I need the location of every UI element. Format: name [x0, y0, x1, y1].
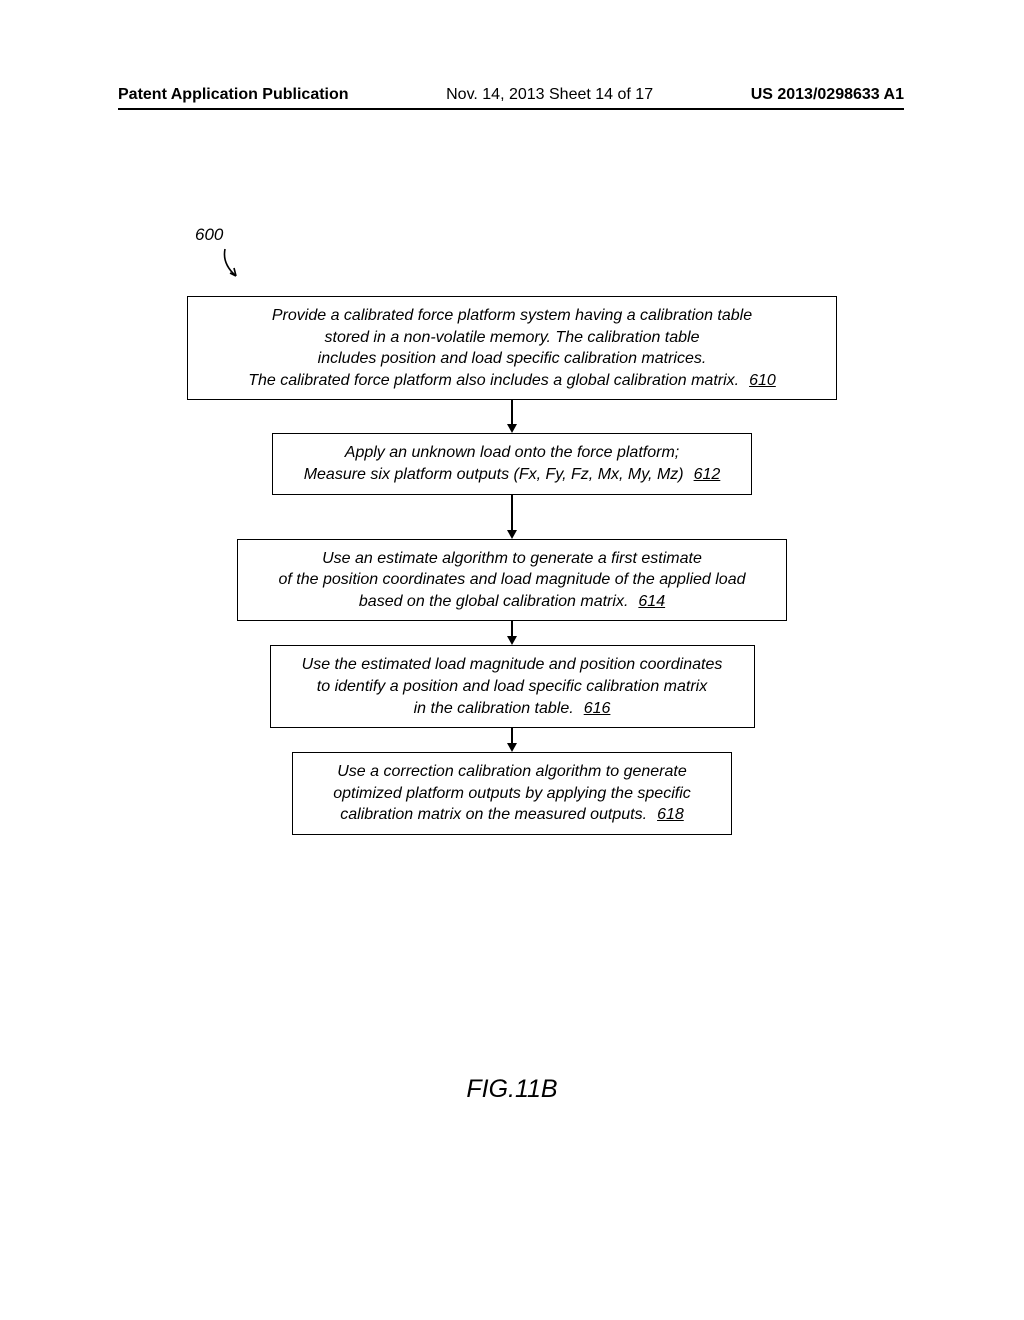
arrow-head: [507, 530, 517, 539]
box-text: Measure six platform outputs (Fx, Fy, Fz…: [304, 466, 684, 483]
box-line: Measure six platform outputs (Fx, Fy, Fz…: [287, 464, 737, 486]
box-line: optimized platform outputs by applying t…: [307, 783, 717, 805]
figure-ref-label: 600: [195, 225, 223, 245]
arrow-head: [507, 636, 517, 645]
flowchart-box: Apply an unknown load onto the force pla…: [272, 433, 752, 494]
flowchart-box: Use a correction calibration algorithm t…: [292, 752, 732, 835]
box-line: based on the global calibration matrix. 6…: [252, 591, 772, 613]
box-line: The calibrated force platform also inclu…: [202, 370, 822, 392]
header-pubnum: US 2013/0298633 A1: [751, 86, 904, 104]
figure-caption: FIG.11B: [0, 1075, 1024, 1104]
box-line: in the calibration table. 616: [285, 698, 740, 720]
arrow-down-icon: [507, 621, 517, 645]
box-ref: 610: [749, 372, 776, 389]
box-line: of the position coordinates and load mag…: [252, 569, 772, 591]
box-ref: 616: [584, 700, 611, 717]
arrow-line: [511, 495, 512, 530]
arrow-line: [511, 400, 512, 424]
flowchart-box: Use the estimated load magnitude and pos…: [270, 645, 755, 728]
page-header: Patent Application Publication Nov. 14, …: [118, 86, 904, 110]
arrow-line: [511, 621, 512, 636]
arrow-down-icon: [507, 495, 517, 539]
header-date-sheet: Nov. 14, 2013 Sheet 14 of 17: [446, 86, 653, 104]
flowchart-box: Provide a calibrated force platform syst…: [187, 296, 837, 400]
arrow-down-icon: [507, 728, 517, 752]
box-text: calibration matrix on the measured outpu…: [340, 806, 647, 823]
ref-arrow-icon: [220, 246, 250, 286]
box-line: calibration matrix on the measured outpu…: [307, 804, 717, 826]
header-publication: Patent Application Publication: [118, 86, 349, 104]
flowchart-box: Use an estimate algorithm to generate a …: [237, 539, 787, 622]
flowchart: Provide a calibrated force platform syst…: [0, 296, 1024, 835]
box-line: stored in a non-volatile memory. The cal…: [202, 327, 822, 349]
box-line: to identify a position and load specific…: [285, 676, 740, 698]
box-line: Provide a calibrated force platform syst…: [202, 305, 822, 327]
box-line: Use the estimated load magnitude and pos…: [285, 654, 740, 676]
box-line: includes position and load specific cali…: [202, 348, 822, 370]
arrow-line: [511, 728, 512, 743]
box-ref: 618: [657, 806, 684, 823]
box-text: based on the global calibration matrix.: [359, 593, 629, 610]
arrow-head: [507, 424, 517, 433]
box-line: Use an estimate algorithm to generate a …: [252, 548, 772, 570]
box-line: Use a correction calibration algorithm t…: [307, 761, 717, 783]
box-ref: 612: [694, 466, 721, 483]
box-text: in the calibration table.: [414, 700, 574, 717]
box-text: The calibrated force platform also inclu…: [248, 372, 739, 389]
arrow-head: [507, 743, 517, 752]
box-line: Apply an unknown load onto the force pla…: [287, 442, 737, 464]
arrow-down-icon: [507, 400, 517, 433]
box-ref: 614: [638, 593, 665, 610]
